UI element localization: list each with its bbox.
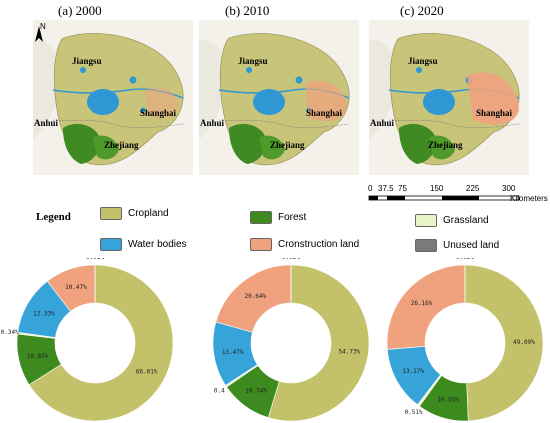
slice-label-unused-land: 0.01%	[86, 258, 104, 261]
legend-swatch	[250, 211, 272, 224]
scale-tick-2: 75	[398, 184, 407, 193]
scale-tick-0: 0	[368, 184, 373, 193]
scale-tick-5: 300	[502, 184, 516, 193]
legend-label: Grassland	[443, 215, 489, 226]
legend-label: Cropland	[128, 208, 169, 219]
label-anhui: Anhui	[200, 118, 225, 128]
legend-item-construction: Cronstruction land	[250, 238, 359, 251]
slice-label-cropland: 49.09%	[513, 339, 535, 346]
donut-chart-2010: 54.73% 10.74% 0.4 13.47% 20.64% 0.02%	[212, 258, 370, 422]
label-anhui: Anhui	[34, 118, 59, 128]
legend-item-water: Water bodies	[100, 238, 187, 251]
legend-swatch	[250, 238, 272, 251]
legend-title: Legend	[36, 211, 71, 223]
slice-cropland	[28, 264, 174, 422]
slice-label-water-bodies: 13.47%	[222, 349, 244, 356]
slice-construction-land	[386, 264, 466, 350]
map-2000: N Jiangsu Anhui Shanghai Zhejiang	[32, 19, 194, 176]
panel-title-2010: (b) 2010	[225, 3, 270, 18]
legend-item-cropland: Cropland	[100, 207, 169, 220]
slice-label-grassland: 0.4	[214, 388, 225, 395]
legend-item-forest: Forest	[250, 211, 306, 224]
map-2020: Jiangsu Anhui Shanghai Zhejiang	[368, 19, 530, 176]
panel-title-2020: (c) 2020	[400, 3, 444, 18]
slice-label-construction-land: 20.64%	[244, 293, 266, 300]
slice-label-construction-land: 26.16%	[411, 300, 433, 307]
scale-bar: 0 37.5 75 150 225 300 Kilometers	[368, 184, 548, 214]
label-zhejiang: Zhejiang	[270, 140, 305, 150]
label-shanghai: Shanghai	[476, 108, 513, 118]
slice-label-water-bodies: 12.33%	[33, 310, 55, 317]
legend-swatch	[415, 214, 437, 227]
legend-label: Unused land	[443, 240, 500, 251]
legend-item-grassland: Grassland	[415, 214, 489, 227]
map-2010: Jiangsu Anhui Shanghai Zhejiang	[198, 19, 360, 176]
label-jiangsu: Jiangsu	[72, 56, 102, 66]
slice-label-forest: 10.55%	[437, 397, 459, 404]
slice-label-water-bodies: 13.17%	[402, 368, 424, 375]
donut-chart-2020: 49.09% 10.55% 0.51% 13.17% 26.16% 0.02%	[386, 258, 544, 422]
slice-cropland	[464, 264, 544, 422]
slice-label-forest: 10.85%	[27, 353, 49, 360]
legend-label: Forest	[278, 212, 307, 223]
legend-swatch	[100, 207, 122, 220]
legend-label: Cronstruction land	[278, 239, 360, 250]
scale-tick-4: 225	[466, 184, 480, 193]
label-anhui: Anhui	[370, 118, 395, 128]
label-shanghai: Shanghai	[140, 108, 177, 118]
slice-cropland	[267, 264, 370, 422]
legend-label: Water bodies	[128, 239, 187, 250]
slice-label-cropland: 54.73%	[339, 349, 361, 356]
donut-chart-2000: 66.01% 10.85% 0.34% 12.33% 10.47% 0.01%	[1, 258, 174, 422]
scale-tick-3: 150	[430, 184, 444, 193]
scale-unit: Kilometers	[510, 194, 548, 203]
legend-swatch	[415, 239, 437, 252]
panel-title-2000: (a) 2000	[58, 3, 102, 18]
label-zhejiang: Zhejiang	[104, 140, 139, 150]
slice-label-forest: 10.74%	[245, 388, 267, 395]
legend-item-unused: Unused land	[415, 239, 499, 252]
label-shanghai: Shanghai	[306, 108, 343, 118]
slice-label-construction-land: 10.47%	[65, 284, 87, 291]
legend-swatch	[100, 238, 122, 251]
compass-label: N	[40, 22, 46, 31]
slice-label-unused-land: 0.02%	[282, 258, 300, 261]
label-zhejiang: Zhejiang	[428, 140, 463, 150]
slice-label-grassland: 0.51%	[405, 409, 423, 416]
slice-label-grassland: 0.34%	[1, 329, 19, 336]
slice-label-cropland: 66.01%	[136, 368, 158, 375]
slice-label-unused-land: 0.02%	[456, 258, 474, 261]
label-jiangsu: Jiangsu	[408, 56, 438, 66]
scale-bar-graphic	[368, 195, 520, 201]
label-jiangsu: Jiangsu	[238, 56, 268, 66]
scale-tick-1: 37.5	[378, 184, 394, 193]
